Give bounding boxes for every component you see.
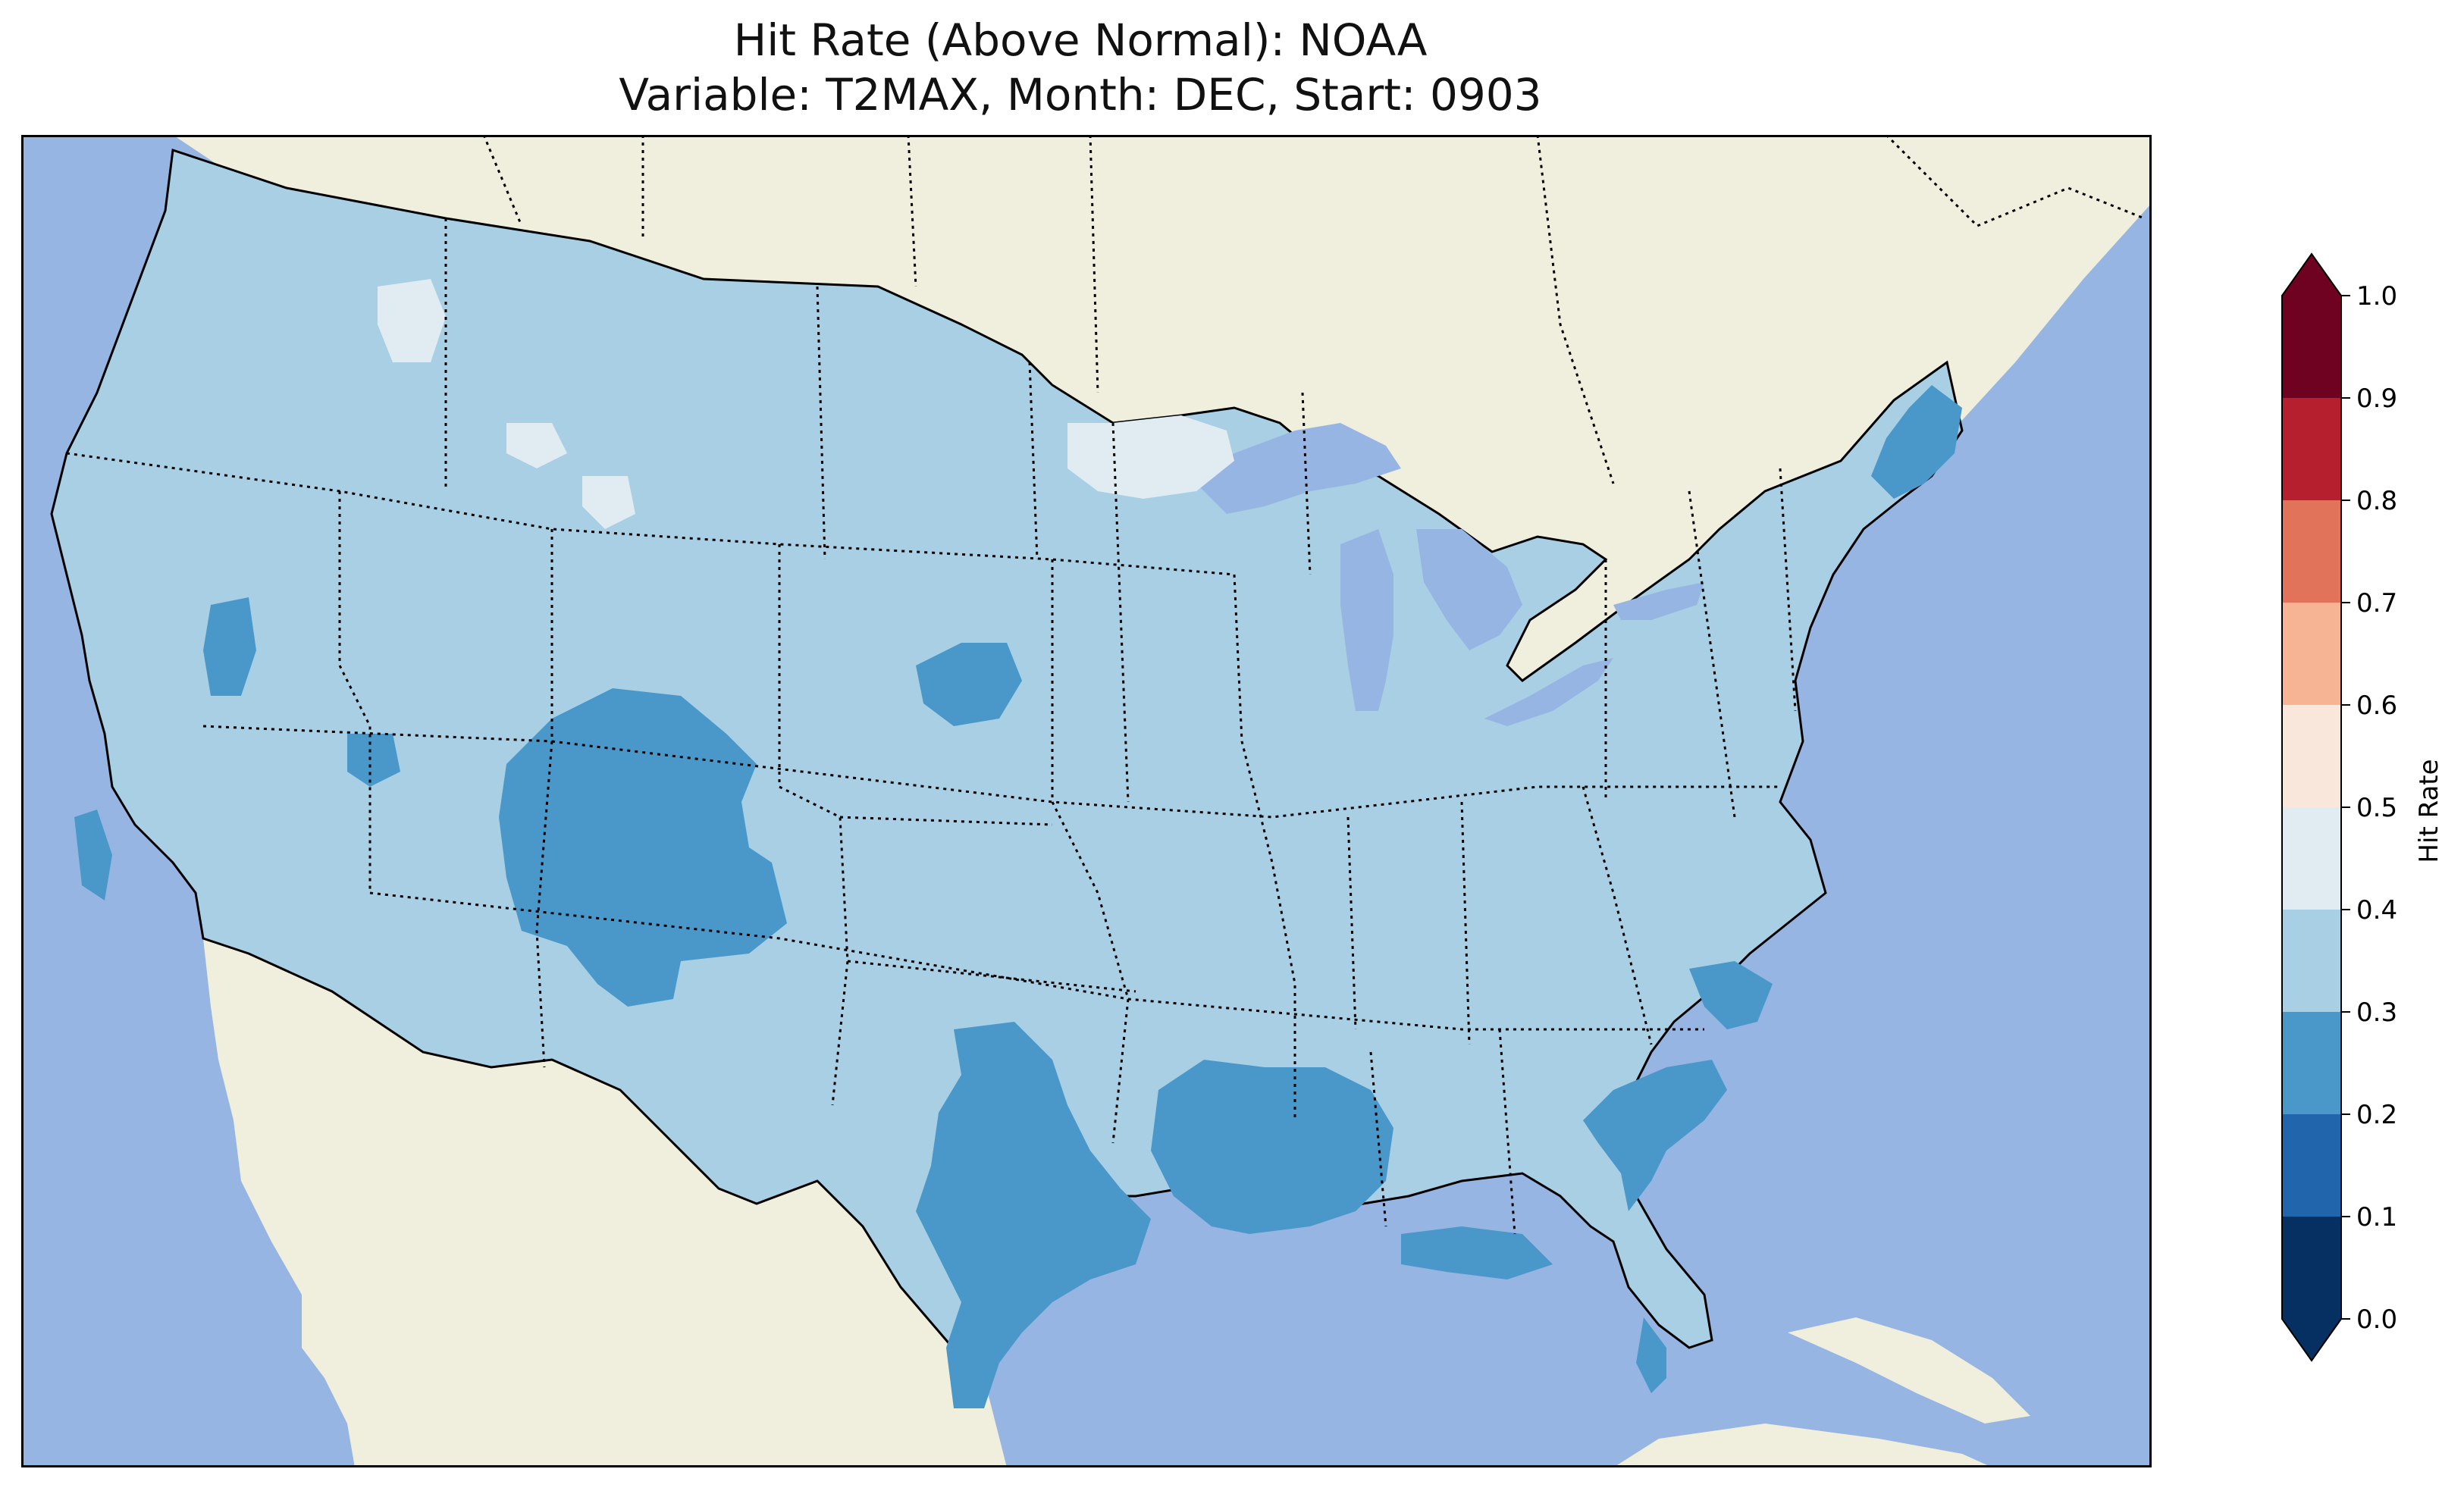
- colorbar-ticks: 0.0 0.1 0.2 0.3 0.4 0.5 0.6 0.7 0.8 0.9 1.0: [2341, 281, 2397, 1335]
- region-north-carolina: [1689, 961, 1773, 1029]
- map-panel: [21, 135, 2152, 1467]
- colorbar-tick-label: 0.4: [2356, 895, 2397, 926]
- colorbar-bin-9: [2282, 296, 2341, 398]
- colorbar-tick-label: 0.1: [2356, 1202, 2397, 1232]
- region-minnesota: [1067, 415, 1234, 499]
- colorbar-tick-label: 0.7: [2356, 588, 2397, 619]
- colorbar-bin-4: [2282, 807, 2341, 910]
- region-idaho: [378, 279, 446, 362]
- colorbar-tick-label: 1.0: [2356, 281, 2397, 312]
- cuba-island: [1788, 1317, 2030, 1424]
- baja-peninsula: [283, 991, 438, 1386]
- region-montana-1: [506, 423, 567, 468]
- colorbar: 0.0 0.1 0.2 0.3 0.4 0.5 0.6 0.7 0.8 0.9 1.0 Hit Ra…: [2281, 252, 2444, 1362]
- region-texas-oklahoma: [916, 1022, 1151, 1408]
- region-florida-panhandle: [1401, 1226, 1553, 1279]
- state-borders: [66, 135, 1797, 1235]
- canada-land: [173, 135, 2152, 681]
- hit-rate-0.4-0.5-regions: [378, 279, 1234, 529]
- caribbean-land: [1613, 1424, 1992, 1467]
- colorbar-tick-label: 0.8: [2356, 486, 2397, 516]
- colorbar-tick-label: 0.9: [2356, 384, 2397, 414]
- colorbar-tick-label: 0.3: [2356, 998, 2397, 1028]
- colorbar-bin-1: [2282, 1114, 2341, 1217]
- colorbar-outline: [2281, 252, 2342, 1362]
- colorbar-bin-0: [2282, 1217, 2341, 1319]
- region-colorado-utah: [499, 688, 787, 1007]
- chart-title-line-2: Variable: T2MAX, Month: DEC, Start: 0903: [619, 69, 1542, 121]
- map-frame: [21, 135, 2152, 1467]
- region-louisiana-mississippi: [1151, 1060, 1393, 1234]
- region-maine: [1871, 385, 1962, 499]
- chart-title-line-1: Hit Rate (Above Normal): NOAA: [733, 14, 1428, 66]
- region-north-california: [203, 597, 256, 696]
- region-nebraska: [916, 643, 1022, 726]
- colorbar-bin-3: [2282, 910, 2341, 1012]
- colorbar-bin-2: [2282, 1012, 2341, 1114]
- lake-michigan: [1340, 529, 1393, 711]
- colorbar-label: Hit Rate: [2414, 759, 2444, 863]
- lake-huron: [1416, 529, 1522, 650]
- region-west-coast: [74, 810, 112, 900]
- region-montana-2: [582, 476, 635, 529]
- region-nevada: [347, 734, 400, 787]
- colorbar-bins: [2282, 296, 2341, 1319]
- region-georgia-sc: [1583, 1060, 1727, 1211]
- colorbar-extend-min: [2282, 1319, 2341, 1361]
- colorbar-bin-5: [2282, 705, 2341, 807]
- colorbar-tick-label: 0.0: [2356, 1305, 2397, 1335]
- region-florida-west: [1636, 1317, 1666, 1393]
- hit-rate-0.2-0.3-regions: [74, 385, 1962, 1408]
- colorbar-bin-6: [2282, 603, 2341, 705]
- lake-superior: [1196, 423, 1401, 514]
- colorbar-extend-max: [2282, 254, 2341, 296]
- lake-ontario: [1613, 582, 1704, 620]
- province-borders: [482, 135, 2145, 227]
- colorbar-bin-8: [2282, 398, 2341, 500]
- colorbar-tick-label: 0.2: [2356, 1100, 2397, 1130]
- colorbar-tick-label: 0.5: [2356, 793, 2397, 823]
- colorbar-bin-7: [2282, 500, 2341, 603]
- lake-erie: [1484, 658, 1613, 726]
- colorbar-tick-label: 0.6: [2356, 691, 2397, 721]
